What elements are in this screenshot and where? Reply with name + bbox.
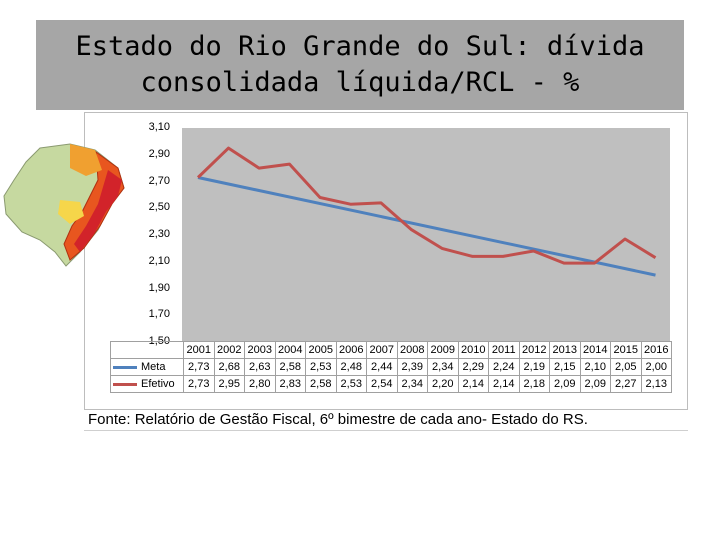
data-label-efetivo: 2,27	[610, 375, 642, 393]
data-label-efetivo: 2,34	[396, 375, 428, 393]
data-label-efetivo: 2,58	[305, 375, 337, 393]
data-label-meta: 2,39	[396, 358, 428, 376]
y-tick-label: 2,90	[148, 147, 170, 160]
data-label-meta: 2,15	[549, 358, 581, 376]
x-tick-label: 2005	[305, 341, 337, 359]
data-label-meta: 2,05	[610, 358, 642, 376]
data-label-meta: 2,58	[274, 358, 306, 376]
y-tick-label: 3,10	[148, 121, 170, 133]
title-bar: Estado do Rio Grande do Sul: dívida cons…	[36, 20, 684, 110]
legend-label: Efetivo	[141, 378, 175, 390]
y-tick-label: 2,50	[148, 201, 170, 214]
data-label-efetivo: 2,95	[213, 375, 245, 393]
x-tick-label: 2016	[640, 341, 672, 359]
data-label-efetivo: 2,09	[579, 375, 611, 393]
y-tick-label: 1,70	[148, 308, 170, 321]
data-label-efetivo: 2,20	[427, 375, 459, 393]
legend-swatch	[113, 365, 137, 369]
data-label-efetivo: 2,54	[366, 375, 398, 393]
x-tick-label: 2015	[610, 341, 642, 359]
table-row-efetivo: Efetivo 2,73 2,95 2,80 2,83 2,58 2,53 2,54 2,34 2…	[110, 375, 672, 393]
rs-map-svg	[3, 143, 125, 267]
data-label-efetivo: 2,13	[640, 375, 672, 393]
map-region-center	[58, 200, 84, 224]
data-label-meta: 2,29	[457, 358, 489, 376]
y-tick-label: 1,90	[148, 281, 170, 294]
x-tick-label: 2014	[579, 341, 611, 359]
series-line-meta	[197, 176, 656, 277]
x-tick-label: 2012	[518, 341, 550, 359]
data-label-meta: 2,68	[213, 358, 245, 376]
x-tick-label: 2010	[457, 341, 489, 359]
data-label-meta: 2,10	[579, 358, 611, 376]
data-label-meta: 2,63	[244, 358, 276, 376]
plot-area	[182, 128, 670, 342]
x-tick-label: 2009	[427, 341, 459, 359]
plot-svg	[196, 146, 657, 277]
data-label-efetivo: 2,73	[183, 375, 215, 393]
legend-label: Meta	[141, 361, 166, 373]
rs-map-image	[0, 140, 130, 270]
data-label-efetivo: 2,53	[335, 375, 367, 393]
data-label-efetivo: 2,18	[518, 375, 550, 393]
map-region-north	[70, 144, 102, 176]
data-label-meta: 2,48	[335, 358, 367, 376]
table-corner-cell	[110, 341, 184, 359]
x-tick-label: 2006	[335, 341, 367, 359]
data-table: 2001 2002 2003 2004 2005 2006 2007 2008 2009 2010…	[110, 341, 672, 393]
x-tick-label: 2011	[488, 341, 520, 359]
x-tick-label: 2007	[366, 341, 398, 359]
data-label-meta: 2,53	[305, 358, 337, 376]
x-tick-label: 2004	[274, 341, 306, 359]
data-label-meta: 2,24	[488, 358, 520, 376]
source-divider	[84, 430, 688, 431]
table-header-row: 2001 2002 2003 2004 2005 2006 2007 2008 2009 2010…	[110, 341, 672, 359]
data-label-meta: 2,19	[518, 358, 550, 376]
x-tick-label: 2002	[213, 341, 245, 359]
data-label-meta: 2,44	[366, 358, 398, 376]
legend-swatch	[113, 382, 137, 386]
x-tick-label: 2001	[183, 341, 215, 359]
table-row-meta: Meta 2,73 2,68 2,63 2,58 2,53 2,48 2,44 2,39 2,34…	[110, 358, 672, 376]
y-tick-label: 2,30	[148, 228, 170, 240]
page-title: Estado do Rio Grande do Sul: dívida cons…	[75, 31, 645, 98]
data-label-efetivo: 2,83	[274, 375, 306, 393]
data-label-efetivo: 2,14	[457, 375, 489, 393]
y-tick-label: 2,10	[148, 254, 170, 267]
data-label-efetivo: 2,80	[244, 375, 276, 393]
legend-entry-meta: Meta	[110, 358, 184, 376]
series-line-efetivo	[196, 146, 657, 265]
data-label-efetivo: 2,09	[549, 375, 581, 393]
map-region-coast	[74, 170, 122, 252]
data-label-meta: 2,73	[183, 358, 215, 376]
source-caption: Fonte: Relatório de Gestão Fiscal, 6º bi…	[88, 411, 588, 428]
y-tick-label: 2,70	[148, 174, 170, 187]
x-tick-label: 2013	[549, 341, 581, 359]
x-tick-label: 2008	[396, 341, 428, 359]
data-label-meta: 2,34	[427, 358, 459, 376]
x-tick-label: 2003	[244, 341, 276, 359]
data-label-meta: 2,00	[640, 358, 672, 376]
legend-entry-efetivo: Efetivo	[110, 375, 184, 393]
data-label-efetivo: 2,14	[488, 375, 520, 393]
